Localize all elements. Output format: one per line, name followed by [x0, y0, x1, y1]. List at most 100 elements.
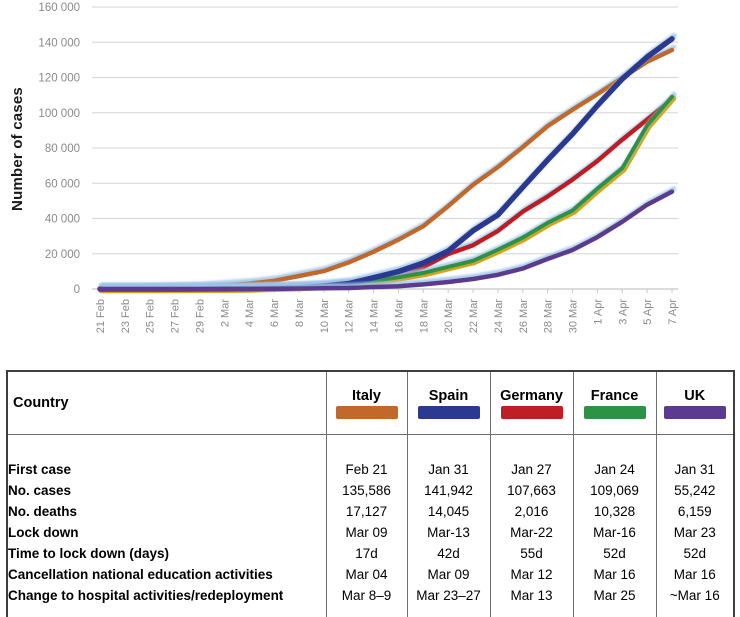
legend-spain: Spain [406, 371, 490, 435]
x-tick-label: 18 Mar [418, 299, 430, 334]
line-uk [97, 189, 675, 292]
legend-france: France [572, 371, 656, 435]
cell: Mar 09 [325, 522, 407, 543]
row-label: Cancellation national education activiti… [8, 567, 273, 582]
series-lines [97, 36, 677, 294]
cases-chart-svg: 0 20 000 40 000 60 000 80 000 100 000 120 000 1… [38, 2, 679, 334]
table-header-row: Country Italy Spain Germany France [7, 371, 734, 435]
cell: Feb 21 [325, 459, 407, 480]
row-label: No. deaths [8, 504, 78, 519]
table-row: Lock down Mar 09 Mar-13 Mar-22 Mar-16 Ma… [7, 522, 734, 543]
legend-label-italy: Italy [351, 387, 381, 404]
y-axis-labels: 0 20 000 40 000 60 000 80 000 100 000 120 000 1… [38, 2, 80, 296]
y-tick-label: 40 000 [45, 214, 80, 226]
x-tick-label: 4 Mar [244, 299, 256, 327]
cell: Mar 04 [325, 564, 407, 585]
table-row: Change to hospital activities/redeployme… [7, 585, 734, 606]
legend-uk: UK [655, 371, 734, 435]
legend-germany: Germany [489, 371, 573, 435]
x-tick-label: 6 Mar [269, 299, 281, 327]
y-tick-label: 0 [74, 284, 80, 296]
line-france [98, 94, 674, 291]
y-tick-label: 120 000 [38, 73, 80, 85]
spacer-row [7, 606, 734, 617]
cell: Mar 13 [489, 585, 573, 606]
x-tick-label: 22 Mar [468, 299, 480, 334]
legend-swatch-spain [417, 405, 480, 419]
table-row: No. deaths 17,127 14,045 2,016 10,328 6,… [7, 501, 734, 522]
line-germany [97, 96, 675, 292]
cell: Mar 16 [655, 564, 734, 585]
legend-label-spain: Spain [428, 387, 469, 404]
x-tick-label: 27 Feb [170, 299, 182, 333]
table-row: Time to lock down (days) 17d 42d 55d 52d… [7, 543, 734, 564]
cell: 52d [655, 543, 734, 564]
row-label: Change to hospital activities/redeployme… [8, 588, 284, 603]
cell: ~Mar 16 [655, 585, 734, 606]
cell: Mar-16 [572, 522, 656, 543]
legend-swatch-germany [500, 405, 563, 419]
legend-label-france: France [590, 387, 639, 404]
y-tick-label: 60 000 [45, 178, 80, 190]
country-header-label: Country [13, 395, 69, 411]
cell: Mar 16 [572, 564, 656, 585]
table-row: No. cases 135,586 141,942 107,663 109,06… [7, 480, 734, 501]
x-tick-label: 23 Feb [120, 299, 132, 333]
x-tick-label: 5 Apr [642, 299, 654, 325]
cell: 42d [406, 543, 490, 564]
cell: 14,045 [406, 501, 490, 522]
x-tick-label: 20 Mar [443, 299, 455, 334]
x-tick-label: 14 Mar [369, 299, 381, 334]
x-tick-label: 28 Mar [543, 299, 555, 334]
legend-label-germany: Germany [500, 387, 563, 404]
y-tick-label: 160 000 [38, 2, 80, 14]
x-tick-label: 30 Mar [568, 299, 580, 334]
cell: Jan 24 [572, 459, 656, 480]
cell: Jan 27 [489, 459, 573, 480]
x-tick-label: 1 Apr [592, 299, 604, 325]
cell: 52d [572, 543, 656, 564]
x-tick-label: 12 Mar [344, 299, 356, 334]
y-tick-label: 20 000 [45, 249, 80, 261]
table-row: First case Feb 21 Jan 31 Jan 27 Jan 24 J… [7, 459, 734, 480]
cell: Mar 12 [489, 564, 573, 585]
legend-italy: Italy [325, 371, 407, 435]
cell: 17,127 [325, 501, 407, 522]
x-tick-label: 25 Feb [145, 299, 157, 333]
y-axis-title: Number of cases [9, 87, 26, 211]
cell: 109,069 [572, 480, 656, 501]
legend-swatch-italy [335, 405, 398, 419]
y-tick-label: 140 000 [38, 37, 80, 49]
x-axis-labels: 21 Feb 23 Feb 25 Feb 27 Feb 29 Feb 2 Mar 4 Mar… [95, 299, 679, 334]
x-tick-label: 3 Apr [617, 299, 629, 325]
cell: Mar-13 [406, 522, 490, 543]
cell: Mar 23 [655, 522, 734, 543]
x-tick-label: 26 Mar [518, 299, 530, 334]
cell: Mar-22 [489, 522, 573, 543]
cell: Mar 8–9 [325, 585, 407, 606]
cell: 2,016 [489, 501, 573, 522]
spacer-row [7, 434, 734, 459]
cell: Jan 31 [406, 459, 490, 480]
legend-label-uk: UK [684, 387, 706, 404]
cell: 55,242 [655, 480, 734, 501]
cell: Mar 25 [572, 585, 656, 606]
cell: Mar 23–27 [406, 585, 490, 606]
x-tick-label: 29 Feb [194, 299, 206, 333]
cell: 107,663 [489, 480, 573, 501]
legend-swatch-france [583, 405, 646, 419]
row-label: No. cases [8, 483, 72, 498]
line-spain [97, 36, 675, 292]
cell: 135,586 [325, 480, 407, 501]
legend-swatch-uk [663, 405, 726, 419]
y-tick-label: 80 000 [45, 143, 80, 155]
line-underlay-france [98, 95, 677, 294]
gridlines [92, 6, 678, 290]
x-tick-label: 10 Mar [319, 299, 331, 334]
x-tick-label: 21 Feb [95, 299, 107, 333]
table-row: Cancellation national education activiti… [7, 564, 734, 585]
row-label: Lock down [8, 525, 79, 540]
cell: 55d [489, 543, 573, 564]
row-label: First case [8, 462, 72, 477]
cell: 10,328 [572, 501, 656, 522]
